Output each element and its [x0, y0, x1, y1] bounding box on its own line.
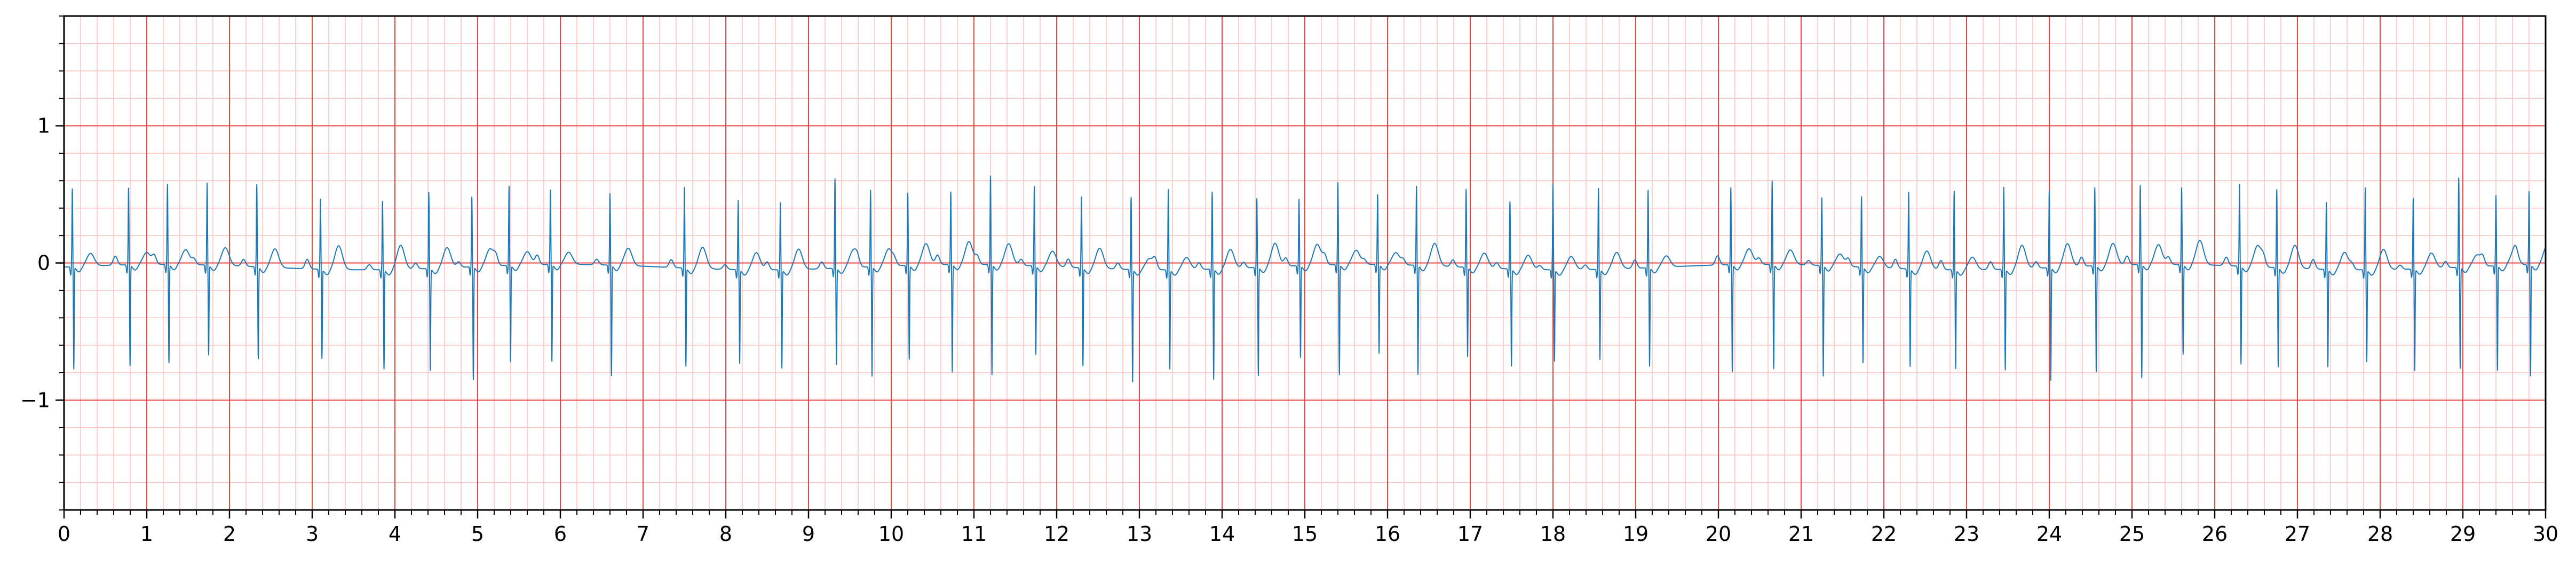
series-layer [64, 175, 2546, 383]
x-tick-label: 14 [1209, 522, 1235, 546]
x-tick-label: 13 [1127, 522, 1152, 546]
x-tick-label: 25 [2119, 522, 2145, 546]
x-tick-label: 12 [1044, 522, 1069, 546]
x-tick-label: 24 [2036, 522, 2062, 546]
major-grid [64, 16, 2546, 510]
x-tick-label: 8 [719, 522, 732, 546]
x-tick-label: 23 [1954, 522, 1979, 546]
x-tick-label: 9 [802, 522, 815, 546]
x-tick-label: 20 [1706, 522, 1731, 546]
y-tick-label: −1 [20, 388, 50, 412]
x-tick-label: 6 [554, 522, 567, 546]
x-tick-label: 26 [2202, 522, 2228, 546]
x-tick-label: 28 [2367, 522, 2393, 546]
ecg-trace-line [64, 175, 2546, 383]
x-tick-label: 16 [1375, 522, 1400, 546]
x-tick-label: 22 [1871, 522, 1897, 546]
x-tick-label: 19 [1623, 522, 1648, 546]
x-tick-label: 10 [878, 522, 904, 546]
x-tick-label: 1 [140, 522, 153, 546]
x-tick-label: 30 [2533, 522, 2558, 546]
y-axis: 1 0 −1 [20, 15, 64, 510]
x-tick-label: 21 [1788, 522, 1814, 546]
y-tick-label: 0 [37, 251, 50, 275]
x-tick-label: 17 [1457, 522, 1483, 546]
x-tick-label: 0 [58, 522, 70, 546]
x-tick-label: 18 [1540, 522, 1566, 546]
x-tick-label: 11 [961, 522, 987, 546]
x-tick-label: 15 [1292, 522, 1318, 546]
x-tick-label: 4 [389, 522, 401, 546]
x-tick-label: 7 [637, 522, 649, 546]
x-tick-label: 27 [2285, 522, 2310, 546]
x-axis: 0 1 2 3 4 5 6 7 8 9 10 11 12 13 14 15 16 17 18 19 20 21 22 23 24… [58, 510, 2558, 546]
x-tick-label: 29 [2450, 522, 2476, 546]
y-tick-label: 1 [37, 114, 50, 138]
x-tick-label: 5 [471, 522, 484, 546]
x-tick-label: 3 [306, 522, 319, 546]
x-tick-label: 2 [223, 522, 236, 546]
